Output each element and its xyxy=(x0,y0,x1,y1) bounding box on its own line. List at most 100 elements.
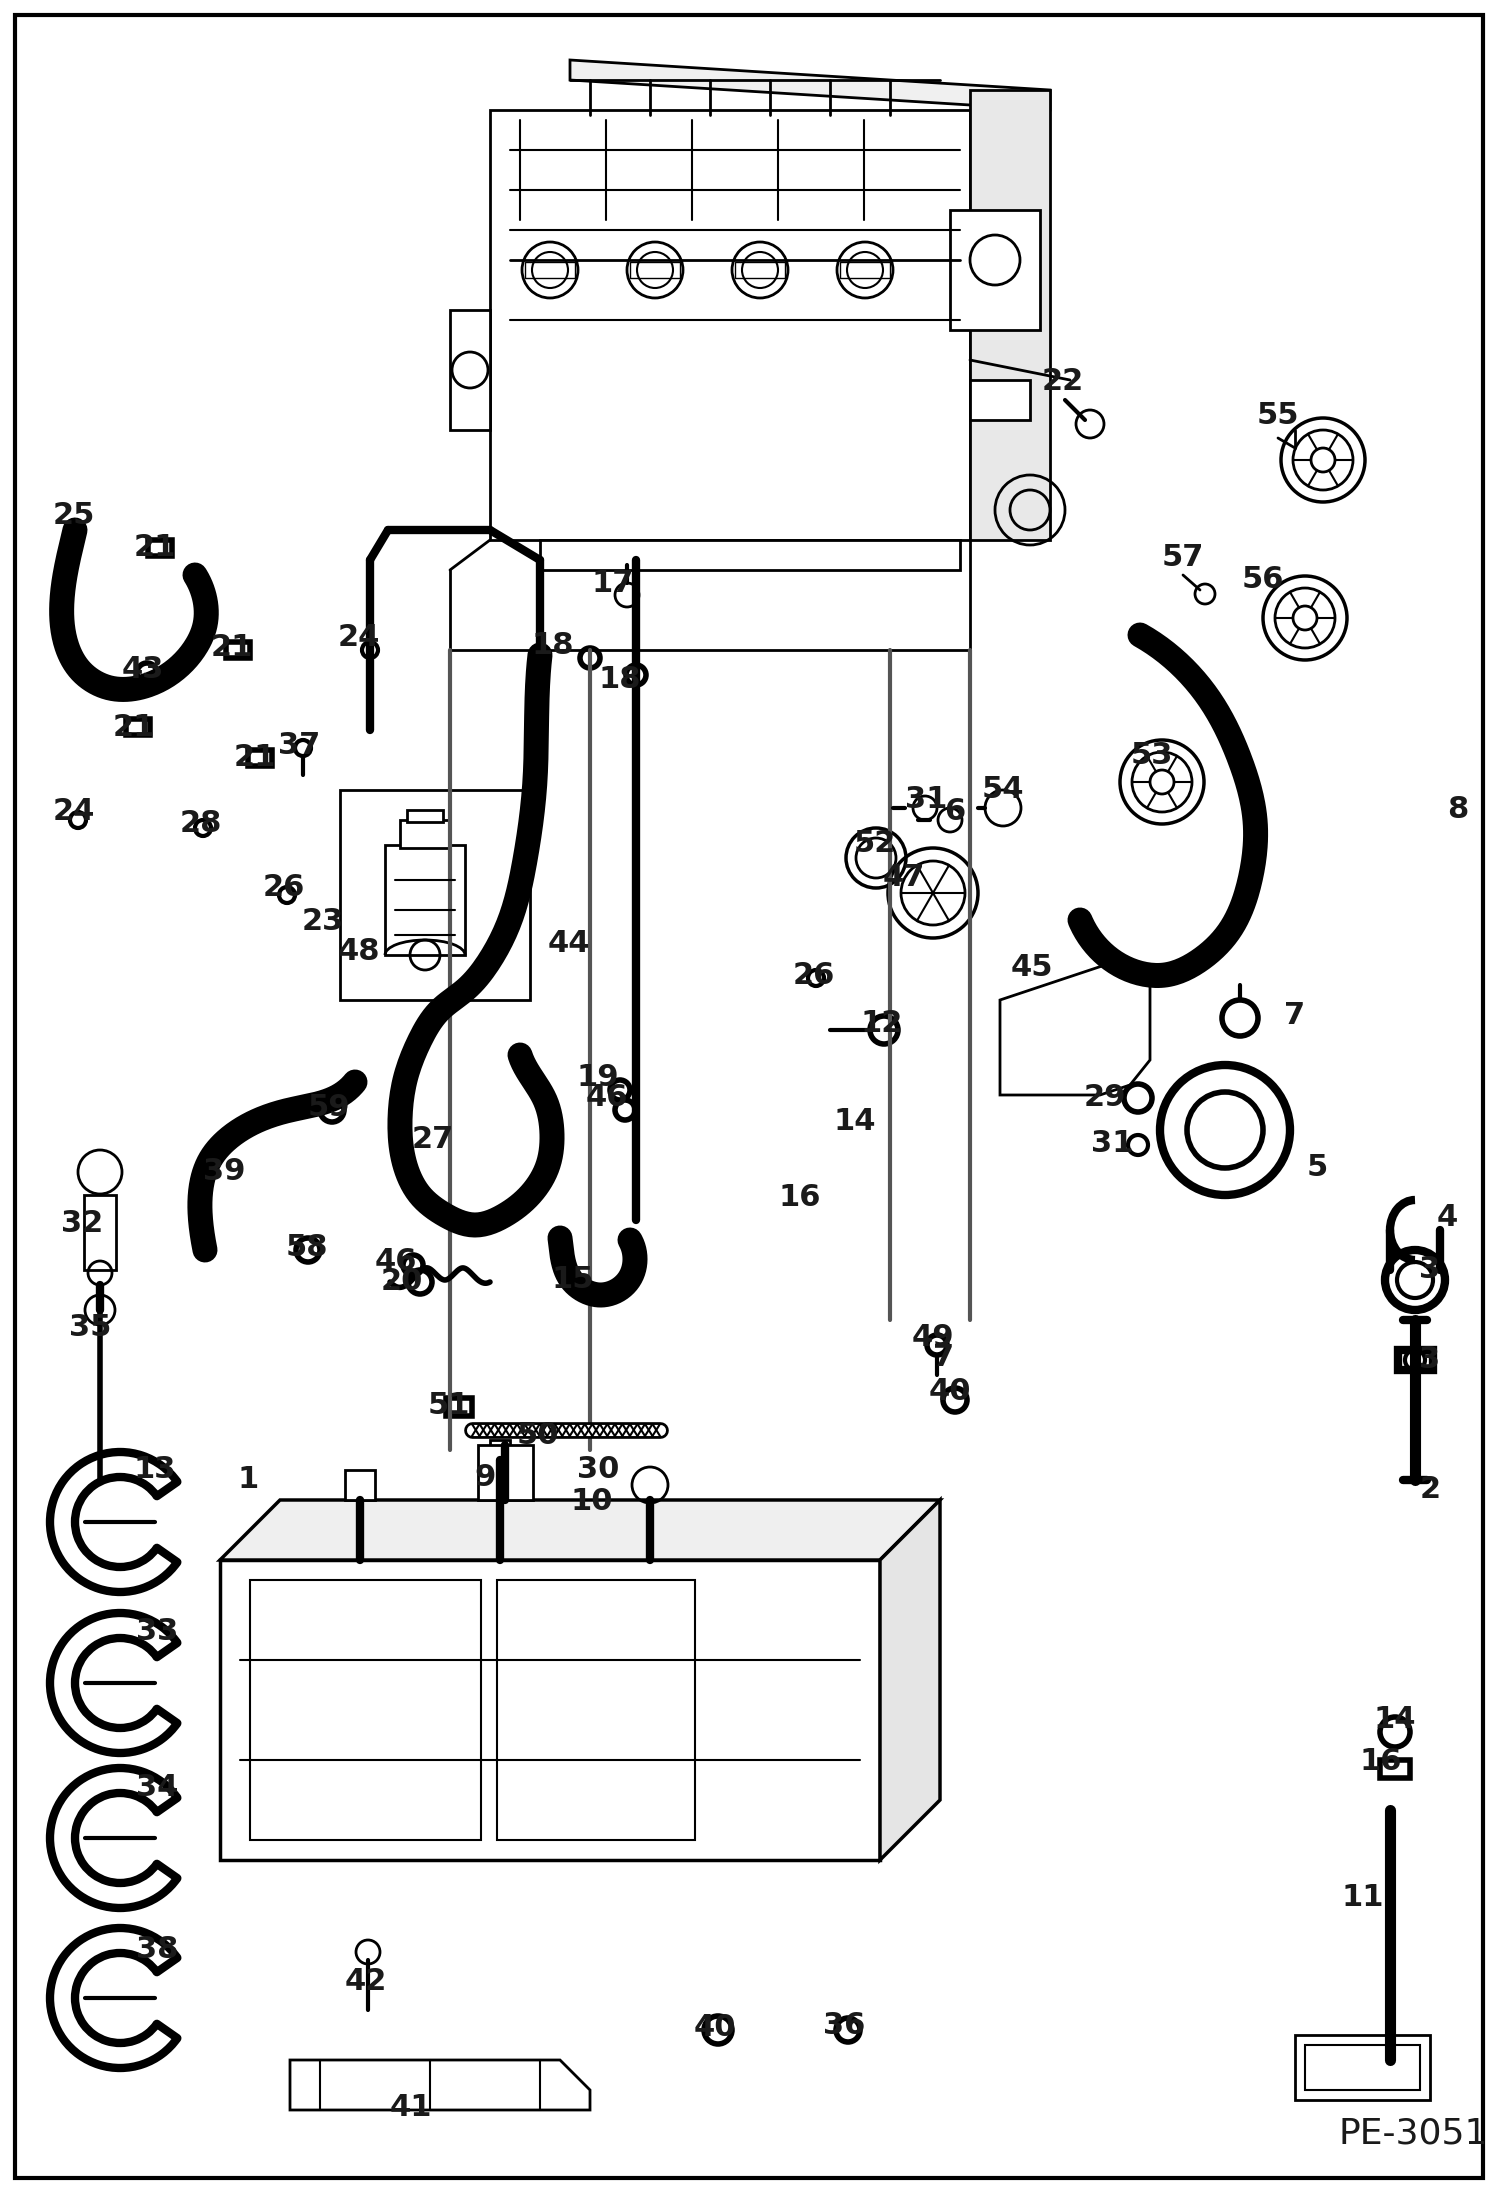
Bar xyxy=(1294,2035,1431,2101)
Text: 16: 16 xyxy=(779,1182,821,1211)
Polygon shape xyxy=(539,539,960,570)
Text: 36: 36 xyxy=(822,2011,866,2039)
Text: 43: 43 xyxy=(121,656,165,684)
Text: 17: 17 xyxy=(592,568,634,596)
Text: PE-3051: PE-3051 xyxy=(1338,2116,1488,2149)
Text: 59: 59 xyxy=(307,1092,351,1121)
Text: 1: 1 xyxy=(237,1465,259,1493)
Polygon shape xyxy=(879,1500,941,1860)
Polygon shape xyxy=(220,1500,941,1559)
Text: 14: 14 xyxy=(1374,1706,1416,1735)
Bar xyxy=(497,1579,695,1840)
Text: 8: 8 xyxy=(1447,796,1468,825)
Text: 49: 49 xyxy=(912,1325,954,1353)
Text: 58: 58 xyxy=(286,1232,328,1261)
Bar xyxy=(250,1579,481,1840)
Polygon shape xyxy=(220,1559,879,1860)
Text: 31: 31 xyxy=(1091,1129,1132,1158)
Text: 30: 30 xyxy=(577,1456,619,1485)
Text: 6: 6 xyxy=(944,798,966,827)
Text: 18: 18 xyxy=(532,632,574,660)
Text: 56: 56 xyxy=(1242,566,1284,594)
Text: 26: 26 xyxy=(262,873,306,904)
Bar xyxy=(490,110,971,539)
Text: 4: 4 xyxy=(1437,1204,1458,1232)
Text: 35: 35 xyxy=(69,1311,111,1342)
Text: 15: 15 xyxy=(551,1265,595,1294)
Text: 52: 52 xyxy=(854,829,896,857)
Text: 41: 41 xyxy=(389,2092,433,2121)
Text: 47: 47 xyxy=(882,862,926,893)
Text: 3: 3 xyxy=(1420,1347,1441,1375)
Bar xyxy=(1398,1351,1434,1371)
Text: 7: 7 xyxy=(933,1342,954,1371)
Text: 9: 9 xyxy=(475,1463,496,1491)
Text: 26: 26 xyxy=(792,961,836,989)
Text: 32: 32 xyxy=(61,1208,103,1237)
Bar xyxy=(950,211,1040,329)
Bar xyxy=(446,1397,472,1417)
Bar xyxy=(385,844,464,954)
Text: 42: 42 xyxy=(345,1967,386,1996)
Text: 53: 53 xyxy=(1131,741,1173,770)
Text: 21: 21 xyxy=(133,533,177,561)
Bar xyxy=(249,750,273,765)
Text: 50: 50 xyxy=(517,1421,559,1450)
Text: 21: 21 xyxy=(234,743,276,772)
Text: 55: 55 xyxy=(1257,401,1299,430)
Bar xyxy=(631,261,680,279)
Bar xyxy=(524,261,575,279)
Bar xyxy=(490,1441,509,1463)
Text: 27: 27 xyxy=(412,1125,454,1154)
Text: 29: 29 xyxy=(1083,1083,1126,1112)
Text: 33: 33 xyxy=(136,1618,178,1647)
Text: 12: 12 xyxy=(861,1009,903,1037)
Text: 3: 3 xyxy=(1420,1257,1441,1285)
Text: 40: 40 xyxy=(929,1377,971,1406)
Text: 44: 44 xyxy=(548,928,590,958)
Text: 57: 57 xyxy=(1162,542,1204,572)
Text: 54: 54 xyxy=(981,776,1025,805)
Bar xyxy=(736,261,785,279)
Text: 10: 10 xyxy=(571,1487,613,1518)
Text: 19: 19 xyxy=(577,1061,619,1092)
Text: 22: 22 xyxy=(1043,368,1085,397)
Bar xyxy=(971,379,1031,421)
Bar xyxy=(840,261,890,279)
Text: 14: 14 xyxy=(834,1107,876,1136)
Text: 21: 21 xyxy=(211,632,253,662)
Bar xyxy=(407,809,443,822)
Text: 28: 28 xyxy=(180,809,222,838)
Bar xyxy=(1380,1761,1410,1779)
Bar xyxy=(1305,2046,1420,2090)
Bar xyxy=(400,820,449,849)
Text: 34: 34 xyxy=(136,1772,178,1800)
Polygon shape xyxy=(571,59,1050,110)
Text: 39: 39 xyxy=(202,1158,246,1186)
Text: 24: 24 xyxy=(52,798,96,827)
Text: 24: 24 xyxy=(339,623,380,651)
Text: 40: 40 xyxy=(694,2013,736,2042)
Text: 45: 45 xyxy=(1011,952,1053,982)
Text: 25: 25 xyxy=(52,500,96,529)
Text: 5: 5 xyxy=(1306,1154,1327,1182)
Text: 31: 31 xyxy=(905,785,947,814)
Bar xyxy=(148,539,172,557)
Text: 46: 46 xyxy=(374,1248,418,1276)
Text: 16: 16 xyxy=(1360,1748,1402,1776)
Text: 18: 18 xyxy=(599,664,641,695)
Text: 7: 7 xyxy=(1284,1000,1306,1029)
Bar xyxy=(449,309,490,430)
Polygon shape xyxy=(971,90,1050,539)
Text: 48: 48 xyxy=(337,936,380,967)
Bar xyxy=(84,1195,115,1270)
Text: 11: 11 xyxy=(1342,1882,1384,1912)
Text: 37: 37 xyxy=(277,730,321,759)
Text: 38: 38 xyxy=(136,1936,178,1965)
Text: 2: 2 xyxy=(1420,1476,1441,1504)
Bar xyxy=(126,719,150,735)
Text: 46: 46 xyxy=(586,1083,628,1112)
Text: 51: 51 xyxy=(428,1390,470,1419)
Bar xyxy=(478,1445,533,1500)
Bar xyxy=(226,643,250,658)
